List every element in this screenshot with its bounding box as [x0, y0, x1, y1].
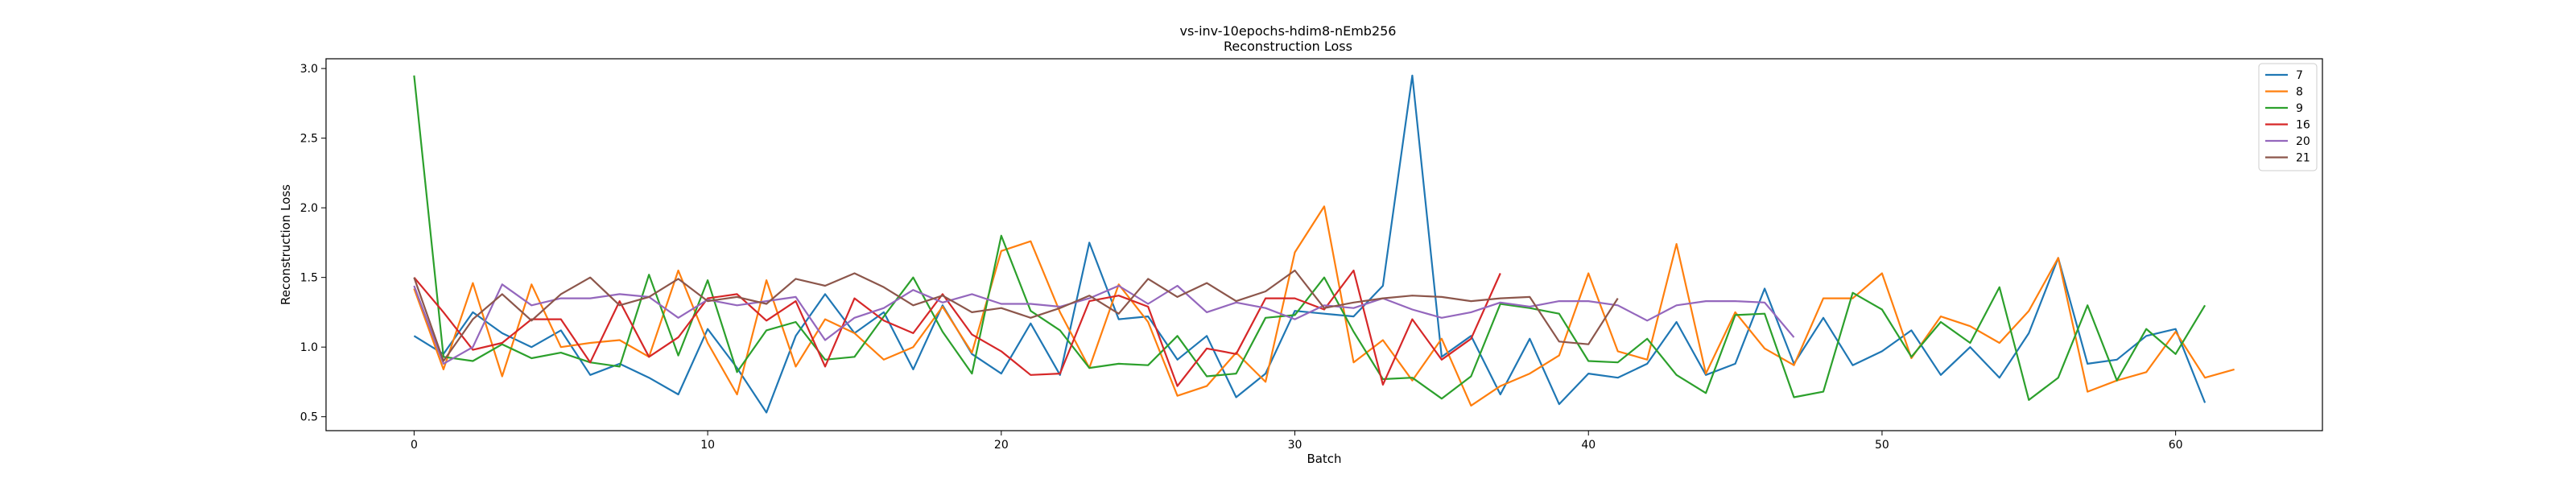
x-tick-label: 20	[994, 439, 1009, 452]
y-tick-label: 3.0	[300, 63, 318, 76]
series-line-8	[413, 205, 2235, 407]
y-tick-label: 2.5	[300, 133, 318, 146]
x-tick-label: 50	[1875, 439, 1889, 452]
legend-label-20: 20	[2296, 135, 2310, 148]
y-axis-label: Reconstruction Loss	[279, 184, 293, 305]
x-axis-label: Batch	[1307, 452, 1341, 466]
axes: 0 10 20 30 40 50 60 0.5 1.0 1.5 2.0 2.5 3.0	[300, 63, 2183, 452]
legend-label-16: 16	[2296, 119, 2310, 132]
legend-label-9: 9	[2296, 102, 2303, 115]
y-tick-label: 0.5	[300, 411, 318, 424]
series-line-9	[413, 75, 2207, 401]
series-line-21	[413, 269, 1619, 362]
series-line-7	[413, 74, 2207, 414]
legend: 7 8 9 16 20 21	[2258, 63, 2318, 171]
x-tick-label: 0	[411, 439, 418, 452]
x-tick-label: 10	[700, 439, 715, 452]
y-tick-label: 2.0	[300, 202, 318, 215]
chart-title: vs-inv-10epochs-hdim8-nEmb256	[1180, 23, 1397, 39]
chart-subtitle: Reconstruction Loss	[1224, 39, 1352, 54]
plot-area	[413, 74, 2235, 414]
legend-label-8: 8	[2296, 86, 2303, 99]
legend-label-7: 7	[2296, 69, 2303, 82]
plot-frame	[325, 58, 2323, 431]
y-tick-label: 1.5	[300, 272, 318, 285]
series-line-20	[413, 283, 1795, 365]
x-tick-label: 60	[2169, 439, 2183, 452]
x-tick-label: 30	[1288, 439, 1302, 452]
y-tick-label: 1.0	[300, 341, 318, 354]
x-tick-label: 40	[1581, 439, 1596, 452]
legend-label-21: 21	[2296, 152, 2310, 165]
legend-box	[2258, 63, 2318, 171]
